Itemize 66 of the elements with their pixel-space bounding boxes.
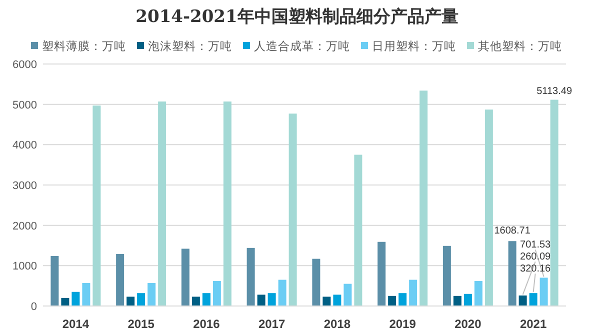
bar [246,248,255,306]
bar [333,294,342,306]
x-tick-label: 2014 [62,317,90,331]
legend-label: 人造合成革：万吨 [254,40,350,53]
legend-label: 日用塑料：万吨 [372,39,456,53]
y-tick-label: 5000 [12,99,37,112]
chart-title: 2014-2021年中国塑料制品细分产品产量 [136,6,458,27]
bar [540,278,548,306]
data-label: 260.09 [520,252,552,263]
bar [223,102,232,306]
bar [529,293,538,306]
bar [82,283,90,306]
bar [278,280,286,306]
data-label: 701.53 [520,240,552,251]
y-tick-label: 2000 [12,220,37,232]
y-tick-label: 6000 [12,59,37,71]
x-tick-label: 2021 [520,317,547,331]
bar [388,296,396,306]
bar [453,296,462,306]
bar [72,292,80,306]
bar [148,283,156,306]
bar [420,90,428,306]
x-tick-label: 2019 [389,317,416,331]
bar [474,280,482,306]
y-tick-label: 3000 [12,180,37,192]
bar [202,293,210,306]
legend-label: 塑料薄膜：万吨 [42,39,126,53]
bar [158,102,166,306]
bar [116,254,124,306]
bar [137,293,146,306]
bar [192,296,200,306]
bar [518,296,527,306]
x-tick-label: 2020 [454,317,482,331]
bar [61,298,70,306]
bar [257,294,266,306]
bar [344,284,352,306]
bar [322,296,331,306]
bar [484,110,493,306]
bar [409,280,418,306]
bar [126,296,135,306]
bar [550,100,558,306]
bar [181,248,190,306]
legend-label: 泡沫塑料：万吨 [148,39,232,53]
bar [354,154,362,306]
bar [288,114,297,306]
bar [268,293,276,306]
y-tick-label: 4000 [12,140,37,152]
bar [442,246,451,306]
x-tick-label: 2016 [193,317,220,331]
bar [508,241,516,306]
bar [464,294,472,306]
x-tick-label: 2015 [128,317,155,331]
legend-label: 其他塑料：万吨 [478,39,562,53]
data-label: 1608.71 [494,226,531,237]
bar [50,256,59,306]
x-tick-label: 2017 [258,317,286,331]
y-tick-label: 1000 [12,260,37,273]
data-label: 5113.49 [536,86,572,97]
bar [398,293,407,306]
bar [92,106,101,306]
data-label: 320.16 [520,264,552,275]
x-tick-label: 2018 [324,317,351,331]
bar [312,258,320,306]
bar [212,280,221,306]
bar [378,242,386,306]
y-tick-label: 0 [30,301,37,313]
